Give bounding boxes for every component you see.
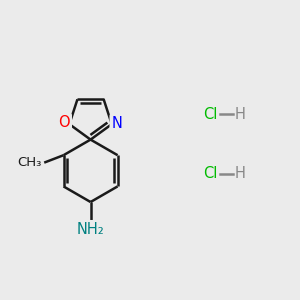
Text: Cl: Cl [203,107,218,122]
Text: H: H [235,166,246,181]
Text: Cl: Cl [203,166,218,181]
Text: H: H [235,107,246,122]
Text: O: O [58,115,70,130]
Text: CH₃: CH₃ [17,156,41,169]
Text: NH₂: NH₂ [77,222,104,237]
Text: N: N [112,116,122,131]
